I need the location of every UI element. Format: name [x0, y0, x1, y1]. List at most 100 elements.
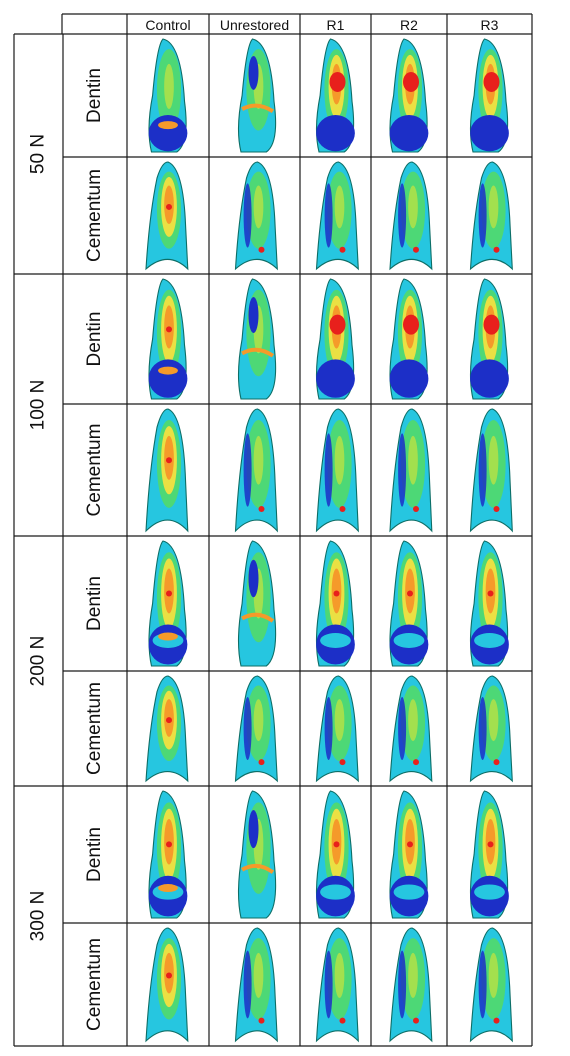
stress-zone-low: [316, 359, 355, 398]
tooth-stress-image: [234, 927, 278, 1043]
stress-peak: [407, 590, 413, 597]
tooth-stress-image: [145, 161, 189, 271]
stress-peak: [487, 590, 494, 597]
tissue-label-cementum: Cementum: [84, 169, 105, 262]
stress-band: [320, 884, 351, 900]
tooth-stress-image: [145, 927, 189, 1043]
stress-peak: [333, 590, 340, 597]
stress-zone-low: [243, 697, 252, 760]
stress-zone-high: [488, 435, 499, 485]
stress-zone-low: [398, 433, 407, 507]
stress-peak: [413, 246, 419, 253]
column-header-r3: R3: [481, 17, 499, 33]
stress-band: [320, 633, 351, 648]
stress-peak: [407, 841, 413, 848]
tooth-stress-image: [315, 278, 355, 400]
stress-band: [241, 863, 275, 874]
stress-zone-high: [408, 185, 418, 229]
stress-peak: [258, 506, 265, 513]
stress-zone-low: [389, 359, 429, 398]
stress-zone-high: [334, 435, 345, 485]
stress-zone-low: [389, 115, 429, 152]
stress-zone-high: [408, 952, 418, 999]
tooth-stress-image: [237, 278, 277, 400]
stress-peak: [493, 1017, 500, 1024]
stress-peak: [258, 759, 265, 766]
tooth-stress-image: [315, 408, 359, 533]
stress-peak: [493, 246, 500, 253]
stress-zone-low: [243, 950, 252, 1019]
stress-zone-high: [488, 699, 499, 742]
stress-zone-high: [408, 435, 418, 485]
tooth-stress-image: [469, 278, 509, 400]
tooth-stress-image: [389, 675, 433, 783]
tooth-stress-image: [145, 408, 189, 533]
tooth-stress-image: [389, 540, 429, 667]
tooth-stress-image: [469, 161, 513, 271]
tooth-stress-image: [315, 540, 355, 667]
stress-zone-low: [324, 183, 333, 248]
tooth-image-cells: [145, 38, 513, 1043]
tooth-stress-image: [145, 675, 189, 783]
row-labels: 50 N Dentin Cementum 100 N Dentin Cementum 200…: [28, 68, 106, 1031]
stress-zone-low: [398, 950, 407, 1019]
tissue-label-dentin: Dentin: [84, 312, 105, 367]
tooth-stress-image: [234, 675, 278, 783]
stress-zone-high: [488, 185, 499, 229]
stress-zone-high: [253, 699, 264, 742]
tooth-stress-image: [148, 278, 188, 400]
column-header-row: Control Unrestored R1 R2 R3: [145, 17, 498, 33]
stress-peak: [166, 203, 172, 210]
tooth-stress-image: [469, 408, 513, 533]
stress-peak: [403, 71, 419, 92]
stress-band: [393, 884, 425, 900]
stress-peak: [333, 841, 340, 848]
stress-peak: [166, 972, 172, 979]
stress-band: [474, 884, 505, 900]
stress-peak: [329, 314, 346, 335]
tooth-stress-image: [469, 540, 509, 667]
column-header-control: Control: [145, 17, 190, 33]
stress-zone-low: [243, 183, 252, 248]
stress-band: [158, 121, 178, 130]
stress-zone-high: [253, 952, 264, 999]
stress-zone-low: [470, 359, 509, 398]
stress-peak: [487, 841, 494, 848]
tooth-stress-image: [237, 540, 277, 667]
stress-zone-high: [334, 699, 345, 742]
tooth-stress-image: [148, 790, 188, 919]
stress-band: [393, 633, 425, 648]
stress-zone-low: [324, 433, 333, 507]
tooth-stress-image: [389, 790, 429, 919]
stress-band: [241, 347, 275, 358]
stress-peak: [166, 590, 172, 597]
stress-peak: [339, 506, 346, 513]
stress-zone-low: [248, 55, 259, 90]
load-label: 100 N: [28, 380, 49, 431]
tooth-stress-image: [315, 161, 359, 271]
stress-zone-low: [148, 359, 188, 398]
tooth-stress-image: [315, 38, 355, 153]
tooth-stress-image: [389, 161, 433, 271]
stress-peak: [339, 1017, 346, 1024]
stress-band: [474, 633, 505, 648]
stress-zone-low: [398, 183, 407, 248]
stress-zone-low: [243, 433, 252, 507]
tooth-stress-image: [234, 161, 278, 271]
stress-peak: [329, 71, 346, 92]
stress-peak: [493, 506, 500, 513]
tooth-stress-image: [389, 278, 429, 400]
stress-zone-low: [478, 433, 487, 507]
tooth-stress-image: [148, 38, 188, 153]
stress-peak: [339, 759, 346, 766]
stress-peak: [413, 759, 419, 766]
stress-zone-high: [334, 185, 345, 229]
stress-zone-low: [248, 810, 259, 849]
stress-peak: [258, 1017, 265, 1024]
stress-peak: [493, 759, 500, 766]
tooth-stress-image: [237, 38, 277, 153]
column-header-r1: R1: [327, 17, 345, 33]
load-label: 200 N: [28, 636, 49, 687]
tissue-label-cementum: Cementum: [84, 682, 105, 775]
stress-zone-low: [148, 115, 188, 152]
